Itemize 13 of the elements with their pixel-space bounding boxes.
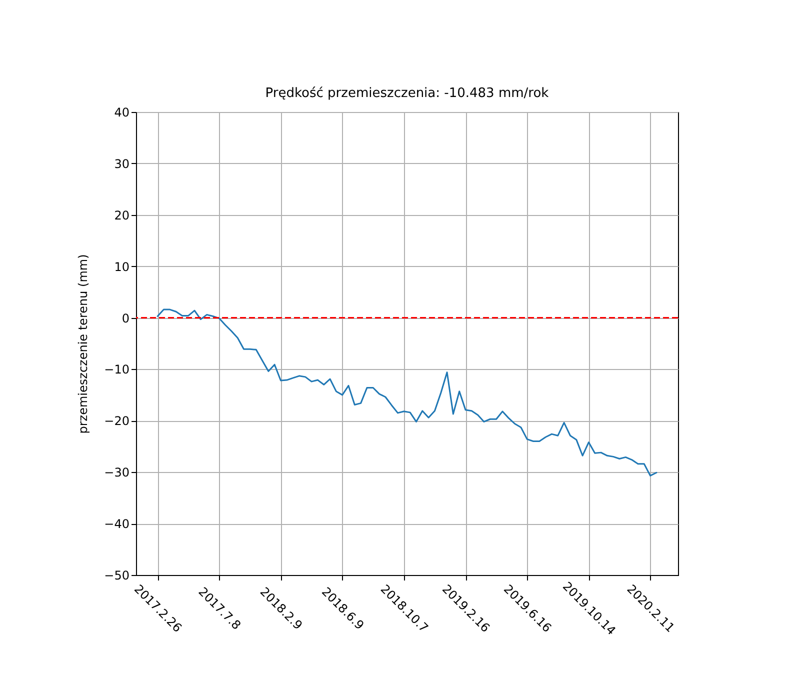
y-tick-label: −10 (104, 362, 130, 377)
line-series (156, 308, 658, 476)
y-tick-label: 0 (122, 311, 130, 326)
y-tick-label: −40 (104, 517, 130, 532)
y-tick-label: −20 (104, 414, 130, 428)
y-axis-title: przemieszczenie terenu (mm) (76, 254, 90, 434)
y-tick-label: −30 (104, 466, 130, 480)
y-tick-label: −50 (104, 568, 130, 582)
chart-title: Prędkość przemieszczenia: -10.483 mm/rok (265, 86, 550, 101)
y-tick-label: 10 (114, 260, 130, 274)
y-tick-label: 30 (114, 156, 130, 171)
y-tick-label: 40 (114, 106, 130, 120)
y-tick-label: 20 (114, 208, 130, 222)
